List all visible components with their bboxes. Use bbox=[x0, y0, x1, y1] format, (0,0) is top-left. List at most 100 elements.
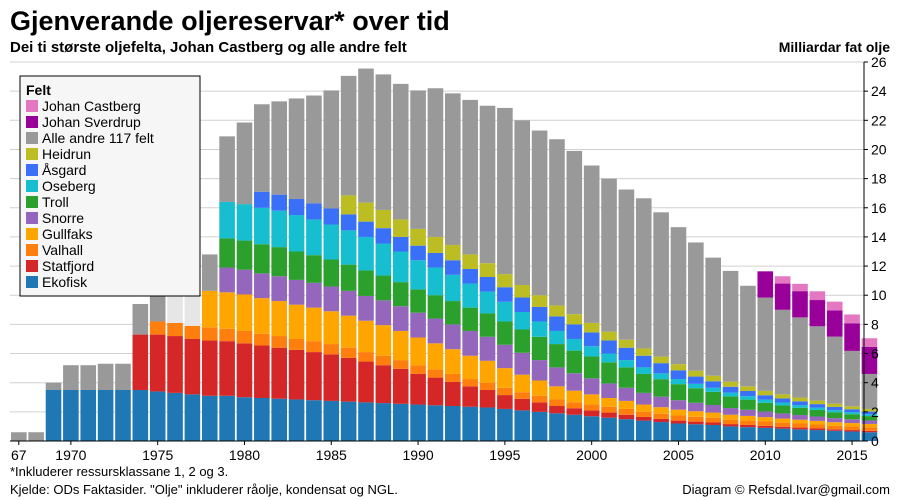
bar-group-2000 bbox=[583, 165, 600, 441]
bar-group-1974 bbox=[132, 303, 149, 441]
legend-label-snorre: Snorre bbox=[42, 210, 84, 226]
bar-1998-snorre bbox=[549, 367, 565, 387]
bar-1987--sgard bbox=[358, 221, 374, 237]
bar-1989-alle-andre-117-felt bbox=[392, 83, 409, 220]
x-tick-label-1990: 1990 bbox=[403, 447, 434, 463]
bar-group-2011 bbox=[774, 276, 791, 441]
bar-2006-ekofisk bbox=[688, 424, 704, 441]
bar-1992-ekofisk bbox=[445, 406, 461, 441]
bar-2006-gullfaks bbox=[688, 411, 704, 417]
footnote-credit: Diagram © Refsdal.Ivar@gmail.com bbox=[682, 482, 890, 497]
x-tick-label-1970: 1970 bbox=[55, 447, 86, 463]
bar-2005-heidrun bbox=[670, 364, 687, 371]
bar-2016-ekofisk bbox=[861, 432, 878, 441]
bar-group-1981 bbox=[254, 104, 270, 441]
bar-2008-snorre bbox=[722, 408, 739, 415]
bar-1992-valhall bbox=[445, 373, 461, 382]
bar-1987-alle-andre-117-felt bbox=[358, 68, 374, 203]
bar-group-1984 bbox=[306, 95, 322, 441]
legend-swatch-gullfaks bbox=[26, 228, 38, 240]
bar-1987-statfjord bbox=[358, 361, 374, 403]
legend-label-statfjord: Statfjord bbox=[42, 258, 94, 274]
bar-1979-alle-andre-117-felt bbox=[219, 136, 235, 202]
bar-2001-troll bbox=[601, 362, 617, 384]
bar-1979-gullfaks bbox=[219, 292, 235, 329]
bar-1994-statfjord bbox=[479, 389, 496, 408]
bar-2014-heidrun bbox=[826, 403, 843, 407]
bar-1975-valhall bbox=[149, 321, 166, 335]
bar-group-2008 bbox=[722, 270, 739, 441]
bar-1995-troll bbox=[497, 321, 513, 345]
bar-1988-valhall bbox=[375, 355, 392, 366]
y-tick-label-16: 16 bbox=[871, 200, 887, 216]
bar-2010--sgard bbox=[757, 395, 774, 400]
x-tick-label-1980: 1980 bbox=[229, 447, 260, 463]
bar-group-1977 bbox=[184, 276, 201, 441]
bar-1998--sgard bbox=[549, 316, 565, 331]
bar-1997-valhall bbox=[531, 395, 548, 403]
bar-group-1996 bbox=[514, 120, 531, 441]
bar-2003-alle-andre-117-felt bbox=[635, 198, 652, 349]
bar-2011-johan-castberg bbox=[774, 276, 791, 284]
bar-1998-troll bbox=[549, 344, 565, 368]
legend-swatch-troll bbox=[26, 196, 38, 208]
bar-group-2002 bbox=[618, 189, 635, 441]
bar-2007-oseberg bbox=[705, 387, 721, 392]
bar-2006-troll bbox=[688, 388, 704, 403]
bar-1993-alle-andre-117-felt bbox=[462, 99, 478, 255]
footnote-source: Kjelde: ODs Faktasider. "Olje" inkludere… bbox=[10, 482, 398, 497]
bar-2014-oseberg bbox=[826, 410, 843, 413]
bar-1988-gullfaks bbox=[375, 325, 392, 356]
bar-2011--sgard bbox=[774, 398, 791, 403]
bar-1992-troll bbox=[445, 301, 461, 325]
bar-1998-valhall bbox=[549, 399, 565, 407]
bar-1967-alle-andre-117-felt bbox=[11, 432, 27, 441]
bar-1992-oseberg bbox=[445, 274, 461, 302]
bar-2008-alle-andre-117-felt bbox=[722, 270, 739, 382]
bar-1973-ekofisk bbox=[115, 389, 131, 441]
bar-2009-oseberg bbox=[740, 396, 756, 400]
bar-2007-ekofisk bbox=[705, 424, 721, 441]
legend-swatch-oseberg bbox=[26, 180, 38, 192]
bar-2016-statfjord bbox=[861, 430, 878, 433]
bar-group-2010 bbox=[757, 271, 774, 441]
bar-group-2004 bbox=[653, 212, 669, 441]
bar-1981-alle-andre-117-felt bbox=[254, 104, 270, 192]
bar-2000-ekofisk bbox=[583, 416, 600, 441]
bar-2012--sgard bbox=[792, 401, 808, 406]
legend-title: Felt bbox=[26, 82, 51, 98]
legend-label-valhall: Valhall bbox=[42, 242, 83, 258]
bar-group-2015 bbox=[844, 314, 860, 441]
bar-1976-valhall bbox=[167, 322, 183, 337]
bar-1990-alle-andre-117-felt bbox=[410, 90, 426, 229]
bar-1986-gullfaks bbox=[340, 315, 357, 348]
bar-1993-gullfaks bbox=[462, 355, 478, 380]
bar-1985-oseberg bbox=[323, 224, 340, 260]
bar-2013-snorre bbox=[809, 416, 826, 421]
bar-2006-snorre bbox=[688, 402, 704, 412]
bar-group-1983 bbox=[288, 98, 305, 441]
bar-1980-gullfaks bbox=[236, 294, 253, 331]
bar-1987-valhall bbox=[358, 352, 374, 362]
x-tick-label-1967: 67 bbox=[11, 447, 27, 463]
bar-1991-gullfaks bbox=[427, 343, 444, 370]
legend-label-gullfaks: Gullfaks bbox=[42, 226, 93, 242]
y-tick-label-8: 8 bbox=[871, 316, 879, 332]
bar-2007-statfjord bbox=[705, 422, 721, 425]
bar-1980-statfjord bbox=[236, 343, 253, 398]
bar-1997-statfjord bbox=[531, 402, 548, 412]
bar-2008-statfjord bbox=[722, 424, 739, 427]
bar-1996-ekofisk bbox=[514, 410, 531, 441]
bar-group-1994 bbox=[479, 105, 496, 441]
bar-1991-oseberg bbox=[427, 267, 444, 296]
bar-1994-ekofisk bbox=[479, 407, 496, 441]
bar-1996-gullfaks bbox=[514, 374, 531, 393]
y-tick-label-24: 24 bbox=[871, 83, 887, 99]
legend-swatch--sgard bbox=[26, 164, 38, 176]
bar-1995-heidrun bbox=[497, 274, 513, 288]
bar-1982-alle-andre-117-felt bbox=[271, 101, 287, 195]
bar-1998-gullfaks bbox=[549, 386, 565, 400]
bar-1990-oseberg bbox=[410, 260, 426, 290]
bar-1983-alle-andre-117-felt bbox=[288, 98, 305, 200]
